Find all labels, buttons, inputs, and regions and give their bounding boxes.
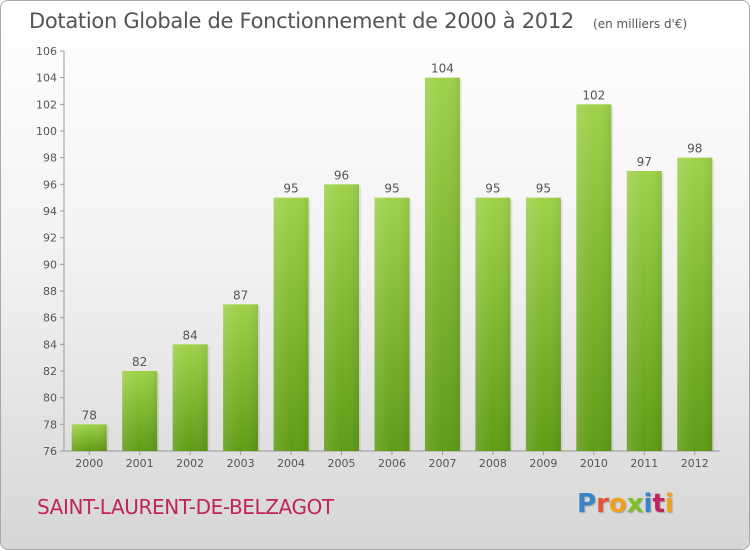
bar-highlight (71, 424, 107, 451)
x-tick-label-2009: 2009 (529, 457, 557, 470)
data-label-2000: 78 (82, 408, 97, 422)
data-label-2012: 98 (687, 142, 702, 156)
data-label-2009: 95 (536, 182, 551, 196)
data-label-2010: 102 (582, 88, 605, 102)
y-tick-label: 100 (36, 125, 57, 138)
proxiti-logo[interactable]: Proxiti (577, 489, 674, 519)
x-tick-label-2007: 2007 (428, 457, 456, 470)
chart-title: Dotation Globale de Fonctionnement de 20… (29, 9, 574, 33)
y-tick-label: 102 (36, 98, 57, 111)
bar-highlight (122, 371, 158, 451)
title-row: Dotation Globale de Fonctionnement de 20… (29, 9, 687, 33)
y-tick-label: 104 (36, 72, 57, 85)
bar-highlight (374, 197, 410, 451)
x-tick-label-2006: 2006 (378, 457, 406, 470)
bar-highlight (576, 104, 612, 451)
bar-highlight (626, 171, 662, 451)
data-label-2007: 104 (431, 62, 454, 76)
y-tick-label: 84 (43, 338, 57, 351)
data-label-2003: 87 (233, 288, 248, 302)
bar-highlight (172, 344, 208, 451)
data-label-2011: 97 (637, 155, 652, 169)
x-tick-label-2008: 2008 (479, 457, 507, 470)
y-tick-label: 76 (43, 445, 57, 458)
bar-highlight (223, 304, 259, 451)
bar-highlight (324, 184, 360, 452)
data-label-2008: 95 (485, 182, 500, 196)
bar-highlight (273, 197, 309, 451)
bar-highlight (525, 197, 561, 451)
y-tick-label: 98 (43, 152, 57, 165)
bar-highlight (424, 77, 460, 452)
plot-area: 76 78 80 82 84 86 88 90 92 94 96 98 100 102 104 106 78 20… (36, 45, 720, 470)
bar-highlight (677, 157, 713, 451)
x-tick-label-2002: 2002 (176, 457, 204, 470)
data-label-2002: 84 (183, 328, 198, 342)
data-label-2005: 96 (334, 168, 349, 182)
chart-subtitle: (en milliers d'€) (593, 17, 688, 31)
x-tick-label-2001: 2001 (126, 457, 154, 470)
y-tick-label: 92 (43, 232, 57, 245)
y-tick-label: 96 (43, 178, 57, 191)
data-label-2001: 82 (132, 355, 147, 369)
x-tick-label-2011: 2011 (630, 457, 658, 470)
commune-name: SAINT-LAURENT-DE-BELZAGOT (37, 495, 334, 519)
y-tick-label: 82 (43, 365, 57, 378)
y-tick-label: 80 (43, 392, 57, 405)
y-tick-label: 90 (43, 258, 57, 271)
data-label-2006: 95 (384, 182, 399, 196)
x-tick-label-2004: 2004 (277, 457, 305, 470)
x-tick-label-2012: 2012 (681, 457, 709, 470)
x-tick-label-2005: 2005 (328, 457, 356, 470)
x-tick-label-2000: 2000 (75, 457, 103, 470)
y-tick-label: 94 (43, 205, 57, 218)
y-tick-label: 78 (43, 418, 57, 431)
x-tick-label-2003: 2003 (227, 457, 255, 470)
bar-highlight (475, 197, 511, 451)
x-tick-label-2010: 2010 (580, 457, 608, 470)
y-tick-label: 86 (43, 312, 57, 325)
data-label-2004: 95 (283, 182, 298, 196)
y-tick-label: 106 (36, 45, 57, 58)
y-tick-label: 88 (43, 285, 57, 298)
